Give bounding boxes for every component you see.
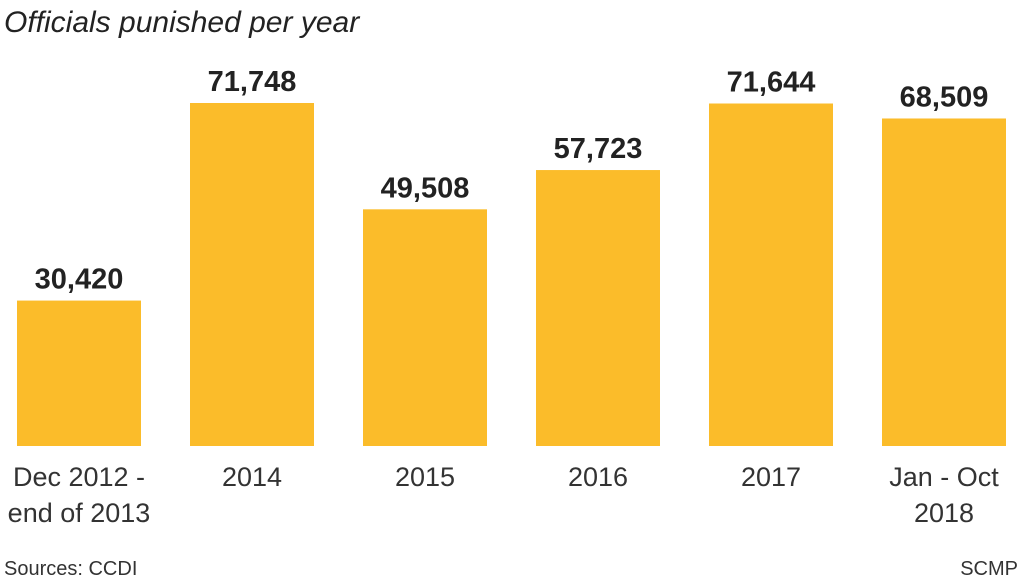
category-label: 2014 — [222, 462, 282, 492]
category-label: Jan - Oct — [889, 462, 999, 492]
bar — [882, 118, 1006, 446]
category-label: 2018 — [914, 498, 974, 528]
category-label: 2015 — [395, 462, 455, 492]
credit: SCMP — [960, 558, 1018, 580]
chart-title: Officials punished per year — [4, 6, 360, 39]
value-label: 68,509 — [900, 81, 989, 113]
bar — [363, 209, 487, 446]
value-label: 71,644 — [727, 66, 816, 98]
source: Sources: CCDI — [4, 558, 137, 580]
value-label: 71,748 — [208, 66, 297, 98]
value-label: 49,508 — [381, 172, 470, 204]
category-label: 2016 — [568, 462, 628, 492]
bar — [709, 103, 833, 446]
category-label: 2017 — [741, 462, 801, 492]
value-label: 30,420 — [35, 264, 124, 296]
category-label: Dec 2012 - — [13, 462, 145, 492]
bar — [190, 103, 314, 446]
category-label: end of 2013 — [8, 498, 151, 528]
bar — [536, 170, 660, 446]
bar — [17, 300, 141, 446]
value-label: 57,723 — [554, 133, 643, 165]
